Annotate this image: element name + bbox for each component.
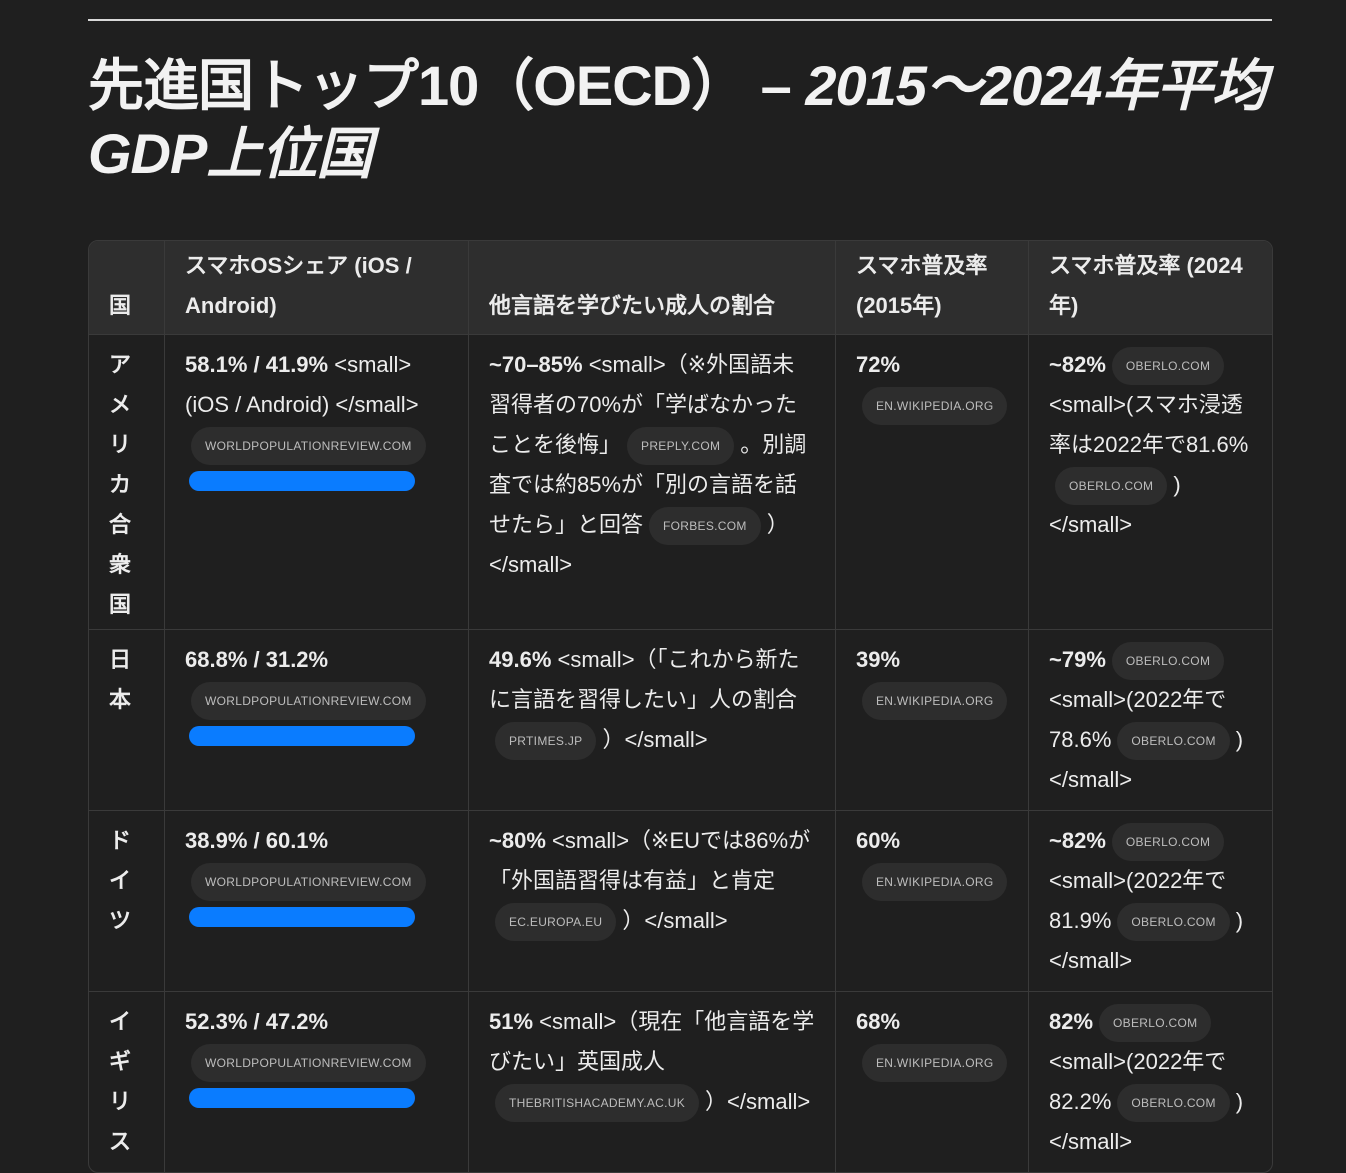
penetration-2015-cell: 39% EN.WIKIPEDIA.ORG: [835, 630, 1028, 810]
table-row: イギリス 52.3% / 47.2% WORLDPOPULATIONREVIEW.C…: [89, 991, 1272, 1172]
country-cell: イギリス: [109, 1009, 132, 1154]
value-text: 49.6%: [489, 647, 552, 672]
note-text: <small>(2022年で81.9%: [1049, 868, 1227, 934]
share-bar: [189, 1088, 415, 1109]
source-chip[interactable]: THEBRITISHACADEMY.AC.UK: [495, 1084, 700, 1123]
note-text: <small>（現在「他言語を学びたい」英国成人: [489, 1009, 815, 1074]
title-main: 先進国トップ10（OECD） –: [88, 54, 806, 117]
os-share-cell: 68.8% / 31.2% WORLDPOPULATIONREVIEW.COM: [164, 630, 468, 810]
value-text: ~82%: [1049, 828, 1106, 853]
source-chip[interactable]: OBERLO.COM: [1099, 1004, 1212, 1043]
note-text: ) </small>: [1049, 908, 1244, 974]
language-cell: 51% <small>（現在「他言語を学びたい」英国成人 THEBRITISHAC…: [468, 992, 835, 1172]
source-chip[interactable]: PRTIMES.JP: [495, 722, 597, 761]
title-italic: 2015〜2024年平均GDP上位国: [88, 54, 1267, 185]
value-text: 51%: [489, 1009, 534, 1034]
value-text: ~70–85%: [489, 352, 583, 377]
note-text: 。別調査では約85%が「別の言語を話せたら」と回答: [489, 432, 807, 538]
note-text: <small>(2022年で82.2%: [1049, 1049, 1227, 1115]
source-chip[interactable]: OBERLO.COM: [1111, 823, 1225, 862]
value-text: 68%: [856, 1009, 901, 1034]
source-chip[interactable]: OBERLO.COM: [1117, 722, 1230, 761]
source-chip[interactable]: OBERLO.COM: [1117, 1084, 1230, 1123]
table-header: 国 スマホOSシェア (iOS / Android) 他言語を学びたい成人の割合…: [89, 241, 1272, 334]
country-cell: アメリカ合衆国: [109, 352, 132, 617]
value-text: 72%: [856, 352, 901, 377]
value-text: ~80%: [489, 828, 546, 853]
note-text: <small>(2022年で78.6%: [1049, 687, 1227, 753]
top-divider: [88, 19, 1272, 21]
penetration-2024-cell: ~82% OBERLO.COM <small>(2022年で81.9% OBERLO…: [1028, 811, 1272, 991]
header-os-share: スマホOSシェア (iOS / Android): [164, 241, 468, 334]
note-text: <small>（※EUでは86%が「外国語習得は有益」と肯定: [489, 828, 811, 893]
source-chip[interactable]: EN.WIKIPEDIA.ORG: [862, 682, 1008, 721]
header-country: 国: [109, 293, 132, 318]
header-language: 他言語を学びたい成人の割合: [468, 241, 835, 334]
note-text: <small>(スマホ浸透率は2022年で81.6%: [1049, 392, 1249, 458]
source-chip[interactable]: PREPLY.COM: [627, 427, 735, 466]
share-bar: [189, 471, 415, 492]
source-chip[interactable]: FORBES.COM: [649, 507, 761, 546]
language-cell: 49.6% <small>（「これから新たに言語を習得したい」人の割合 PRTIM…: [468, 630, 835, 810]
value-text: 58.1% / 41.9%: [185, 352, 329, 377]
note-text: ) </small>: [1049, 727, 1244, 793]
country-cell: 日本: [109, 647, 132, 712]
language-cell: ~70–85% <small>（※外国語未習得者の70%が「学ばなかったことを後…: [468, 335, 835, 629]
source-chip[interactable]: OBERLO.COM: [1111, 347, 1225, 386]
note-text: <small>（※外国語未習得者の70%が「学ばなかったことを後悔」: [489, 352, 798, 457]
header-penetration-2015: スマホ普及率 (2015年): [835, 241, 1028, 334]
source-chip[interactable]: EN.WIKIPEDIA.ORG: [862, 1044, 1008, 1083]
value-text: 39%: [856, 647, 901, 672]
value-text: ~82%: [1049, 352, 1106, 377]
penetration-2024-cell: ~79% OBERLO.COM <small>(2022年で78.6% OBERLO…: [1028, 630, 1272, 810]
note-text: ）</small>: [489, 512, 789, 578]
table-row: ドイツ 38.9% / 60.1% WORLDPOPULATIONREVIEW.CO…: [89, 810, 1272, 991]
os-share-cell: 58.1% / 41.9% <small>(iOS / Android) </s…: [164, 335, 468, 629]
penetration-2015-cell: 72% EN.WIKIPEDIA.ORG: [835, 335, 1028, 629]
table-row: 日本 68.8% / 31.2% WORLDPOPULATIONREVIEW.COM…: [89, 629, 1272, 810]
source-chip[interactable]: WORLDPOPULATIONREVIEW.COM: [191, 427, 426, 466]
country-cell: ドイツ: [109, 828, 132, 933]
note-text: <small>（「これから新たに言語を習得したい」人の割合: [489, 647, 800, 712]
source-chip[interactable]: EN.WIKIPEDIA.ORG: [862, 387, 1008, 426]
source-chip[interactable]: OBERLO.COM: [1055, 467, 1168, 506]
note-text: ）</small>: [705, 1089, 811, 1114]
os-share-cell: 38.9% / 60.1% WORLDPOPULATIONREVIEW.COM: [164, 811, 468, 991]
value-text: 60%: [856, 828, 901, 853]
source-chip[interactable]: EN.WIKIPEDIA.ORG: [862, 863, 1008, 902]
note-text: ）</small>: [602, 727, 708, 752]
share-bar: [189, 907, 415, 928]
value-text: 68.8% / 31.2%: [185, 647, 329, 672]
value-text: 38.9% / 60.1%: [185, 828, 329, 853]
language-cell: ~80% <small>（※EUでは86%が「外国語習得は有益」と肯定 EC.EU…: [468, 811, 835, 991]
value-text: ~79%: [1049, 647, 1106, 672]
penetration-2015-cell: 60% EN.WIKIPEDIA.ORG: [835, 811, 1028, 991]
header-penetration-2024: スマホ普及率 (2024年): [1028, 241, 1272, 334]
penetration-2015-cell: 68% EN.WIKIPEDIA.ORG: [835, 992, 1028, 1172]
source-chip[interactable]: OBERLO.COM: [1111, 642, 1225, 681]
page-title: 先進国トップ10（OECD） – 2015〜2024年平均GDP上位国: [88, 52, 1278, 188]
note-text: ) </small>: [1049, 472, 1181, 538]
note-text: ) </small>: [1049, 1089, 1244, 1155]
penetration-2024-cell: ~82% OBERLO.COM <small>(スマホ浸透率は2022年で81.6…: [1028, 335, 1272, 629]
comparison-table: 国 スマホOSシェア (iOS / Android) 他言語を学びたい成人の割合…: [88, 240, 1273, 1173]
source-chip[interactable]: WORLDPOPULATIONREVIEW.COM: [191, 682, 426, 721]
share-bar: [189, 726, 415, 747]
table-row: アメリカ合衆国 58.1% / 41.9% <small>(iOS / Andro…: [89, 334, 1272, 629]
note-text: ）</small>: [622, 908, 728, 933]
source-chip[interactable]: WORLDPOPULATIONREVIEW.COM: [191, 863, 426, 902]
source-chip[interactable]: OBERLO.COM: [1117, 903, 1230, 942]
os-share-cell: 52.3% / 47.2% WORLDPOPULATIONREVIEW.COM: [164, 992, 468, 1172]
source-chip[interactable]: EC.EUROPA.EU: [495, 903, 617, 942]
value-text: 52.3% / 47.2%: [185, 1009, 329, 1034]
note-text: <small>(iOS / Android) </small>: [185, 352, 419, 417]
source-chip[interactable]: WORLDPOPULATIONREVIEW.COM: [191, 1044, 426, 1083]
penetration-2024-cell: 82% OBERLO.COM <small>(2022年で82.2% OBERLO.…: [1028, 992, 1272, 1172]
value-text: 82%: [1049, 1009, 1094, 1034]
